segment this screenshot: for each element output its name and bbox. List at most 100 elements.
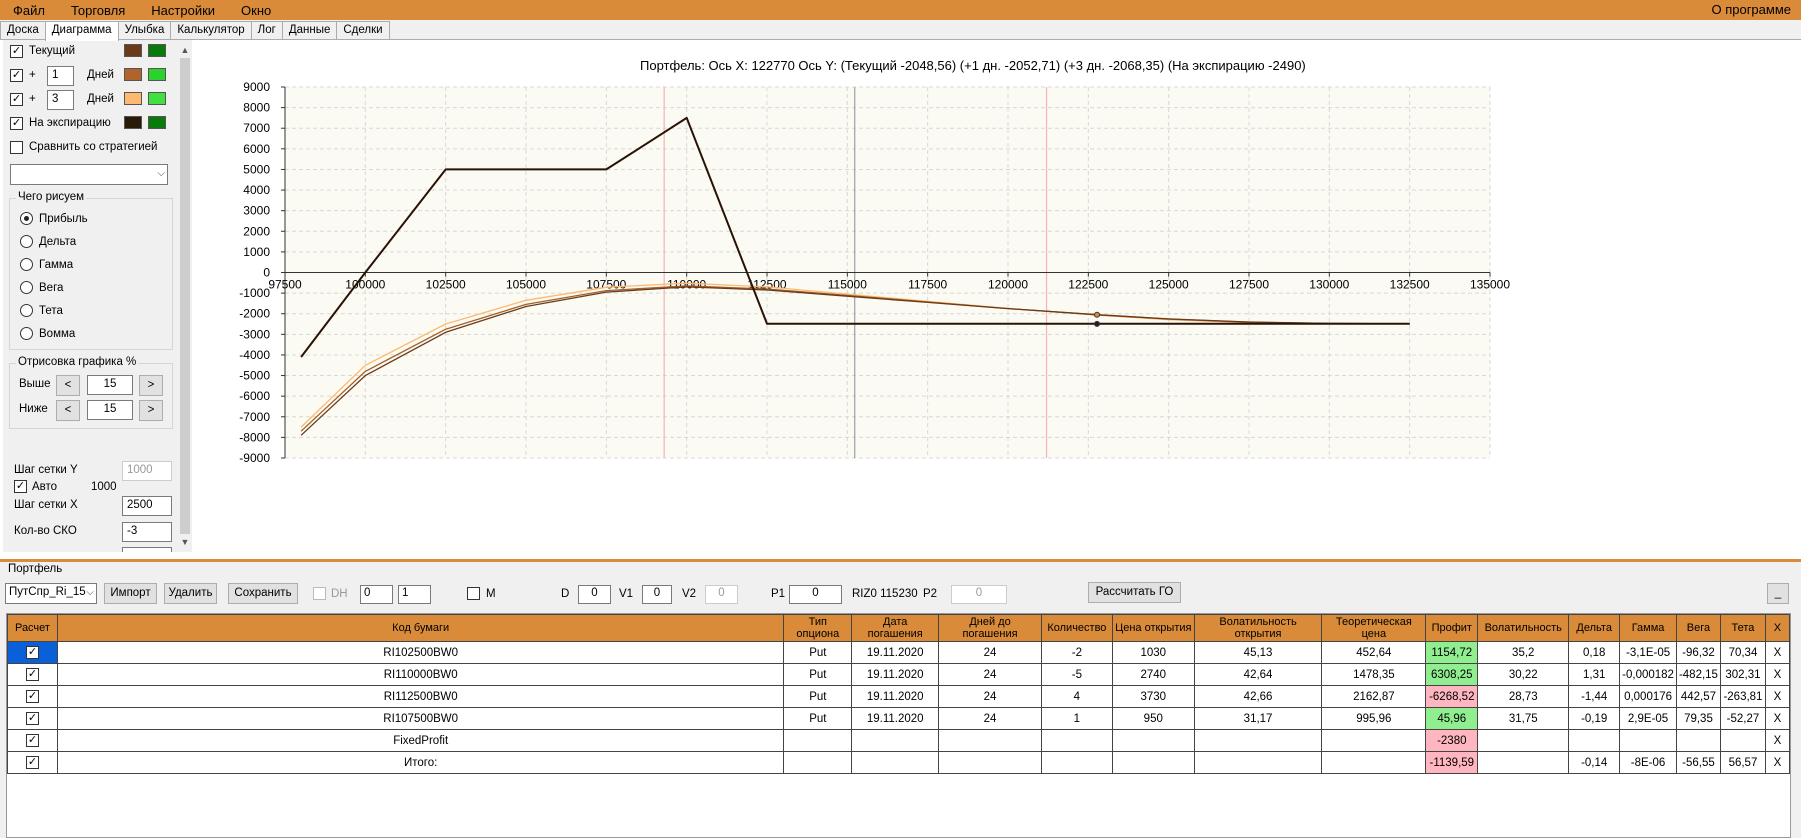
tab-smile[interactable]: Улыбка: [117, 21, 172, 40]
column-header[interactable]: X: [1764, 614, 1791, 642]
above-decrease-button[interactable]: <: [56, 375, 80, 396]
column-header[interactable]: Вега: [1675, 614, 1721, 642]
current-checkbox[interactable]: ✓: [10, 45, 23, 58]
above-increase-button[interactable]: >: [139, 375, 163, 396]
d1-color-1[interactable]: [124, 68, 142, 81]
radio-vomma[interactable]: [20, 327, 33, 340]
column-header[interactable]: Тип опциона: [783, 614, 853, 642]
table-row[interactable]: ✓ RI107500BW0 Put 19.11.2020 24 1 950 31,17 995,…: [7, 707, 1791, 730]
portfolio-combo[interactable]: ПутСпр_Ri_15 ⌵: [5, 583, 97, 604]
p1-input[interactable]: 0: [789, 585, 842, 604]
menu-trading[interactable]: Торговля: [70, 2, 126, 18]
current-color-2[interactable]: [148, 44, 166, 57]
tab-data[interactable]: Данные: [281, 21, 338, 40]
strategy-combo[interactable]: ⌵: [10, 164, 168, 185]
remove-row-button[interactable]: X: [1764, 685, 1791, 708]
column-header[interactable]: Код бумаги: [56, 614, 785, 642]
menu-file[interactable]: Файл: [13, 2, 45, 18]
column-header[interactable]: Дата погашения: [851, 614, 940, 642]
menu-about[interactable]: О программе: [1711, 2, 1791, 17]
d1-color-2[interactable]: [148, 68, 166, 81]
table-row[interactable]: ✓ FixedProfit -2380 X: [7, 729, 1791, 752]
compare-checkbox[interactable]: [10, 141, 23, 154]
radio-delta[interactable]: [20, 235, 33, 248]
calc-cell[interactable]: ✓: [7, 641, 58, 664]
save-button[interactable]: Сохранить: [228, 583, 298, 604]
grid-y-input[interactable]: 1000: [122, 461, 172, 481]
extra-input[interactable]: [122, 547, 172, 552]
menu-window[interactable]: Окно: [241, 2, 272, 18]
current-color-1[interactable]: [124, 44, 142, 57]
grid-x-input[interactable]: 2500: [122, 496, 172, 516]
calc-checkbox[interactable]: ✓: [25, 690, 39, 703]
column-header[interactable]: Волатильность открытия: [1193, 614, 1323, 642]
calc-go-button[interactable]: Рассчитать ГО: [1088, 582, 1181, 603]
sko-input[interactable]: -3: [122, 522, 172, 542]
column-header[interactable]: Профит: [1425, 614, 1479, 642]
below-increase-button[interactable]: >: [139, 400, 163, 421]
column-header[interactable]: Волатильность: [1477, 614, 1570, 642]
plus1-checkbox[interactable]: ✓: [10, 69, 23, 82]
minimize-button[interactable]: _: [1767, 583, 1789, 604]
calc-checkbox[interactable]: ✓: [25, 668, 39, 681]
column-header[interactable]: Расчет: [7, 614, 58, 642]
column-header[interactable]: Дней до погашения: [938, 614, 1042, 642]
column-header[interactable]: Дельта: [1568, 614, 1621, 642]
days1-input[interactable]: 1: [47, 66, 74, 86]
d3-color-2[interactable]: [148, 92, 166, 105]
column-header[interactable]: Количество: [1040, 614, 1113, 642]
menu-settings[interactable]: Настройки: [151, 2, 216, 18]
d-input[interactable]: 0: [578, 585, 611, 604]
above-input[interactable]: 15: [87, 375, 133, 395]
m-checkbox[interactable]: [467, 587, 480, 600]
v1-input[interactable]: 0: [642, 585, 672, 604]
remove-row-button[interactable]: X: [1764, 707, 1791, 730]
below-input[interactable]: 15: [87, 400, 133, 420]
dh-checkbox[interactable]: [313, 587, 326, 600]
calc-checkbox[interactable]: ✓: [25, 646, 39, 659]
expiry-checkbox[interactable]: ✓: [10, 117, 23, 130]
calc-cell[interactable]: ✓: [7, 751, 58, 774]
tab-deals[interactable]: Сделки: [336, 21, 390, 40]
remove-row-button[interactable]: X: [1764, 641, 1791, 664]
splitter[interactable]: [0, 559, 1801, 562]
plus3-checkbox[interactable]: ✓: [10, 93, 23, 106]
calc-checkbox[interactable]: ✓: [25, 756, 39, 769]
calc-cell[interactable]: ✓: [7, 663, 58, 686]
tab-board[interactable]: Доска: [0, 21, 46, 40]
tab-calculator[interactable]: Калькулятор: [170, 21, 252, 40]
expiry-color-1[interactable]: [124, 116, 142, 129]
column-header[interactable]: Теоретическая цена: [1321, 614, 1427, 642]
remove-row-button[interactable]: X: [1764, 663, 1791, 686]
expiry-color-2[interactable]: [148, 116, 166, 129]
remove-row-button[interactable]: X: [1764, 729, 1791, 752]
auto-checkbox[interactable]: ✓: [14, 480, 27, 493]
p2-input[interactable]: 0: [951, 585, 1007, 604]
radio-gamma[interactable]: [20, 258, 33, 271]
column-header[interactable]: Тета: [1719, 614, 1766, 642]
table-row[interactable]: ✓ RI110000BW0 Put 19.11.2020 24 -5 2740 42,64 14…: [7, 663, 1791, 686]
column-header[interactable]: Цена открытия: [1111, 614, 1195, 642]
calc-checkbox[interactable]: ✓: [25, 712, 39, 725]
import-button[interactable]: Импорт: [104, 583, 157, 604]
scroll-thumb[interactable]: [180, 58, 190, 534]
table-row[interactable]: ✓ RI112500BW0 Put 19.11.2020 24 4 3730 42,66 216…: [7, 685, 1791, 708]
delete-button[interactable]: Удалить: [164, 583, 217, 604]
profit-chart[interactable]: 97500 100000 102500 105000 107500 110000 11250…: [0, 0, 1801, 560]
calc-checkbox[interactable]: ✓: [25, 734, 39, 747]
calc-cell[interactable]: ✓: [7, 707, 58, 730]
calc-cell[interactable]: ✓: [7, 729, 58, 752]
radio-theta[interactable]: [20, 304, 33, 317]
radio-vega[interactable]: [20, 281, 33, 294]
radio-profit[interactable]: [20, 212, 33, 225]
scroll-up-icon[interactable]: ▲: [180, 45, 190, 55]
left-panel-scrollbar[interactable]: ▲ ▼: [179, 44, 191, 548]
spin2-input[interactable]: 1: [398, 585, 431, 604]
tab-diagram[interactable]: Диаграмма: [44, 21, 119, 41]
days3-input[interactable]: 3: [47, 90, 74, 110]
v2-input[interactable]: 0: [705, 585, 738, 604]
column-header[interactable]: Гамма: [1619, 614, 1677, 642]
table-row[interactable]: ✓ RI102500BW0 Put 19.11.2020 24 -2 1030 45,13 45…: [7, 641, 1791, 664]
spin1-input[interactable]: 0: [360, 585, 393, 604]
calc-cell[interactable]: ✓: [7, 685, 58, 708]
